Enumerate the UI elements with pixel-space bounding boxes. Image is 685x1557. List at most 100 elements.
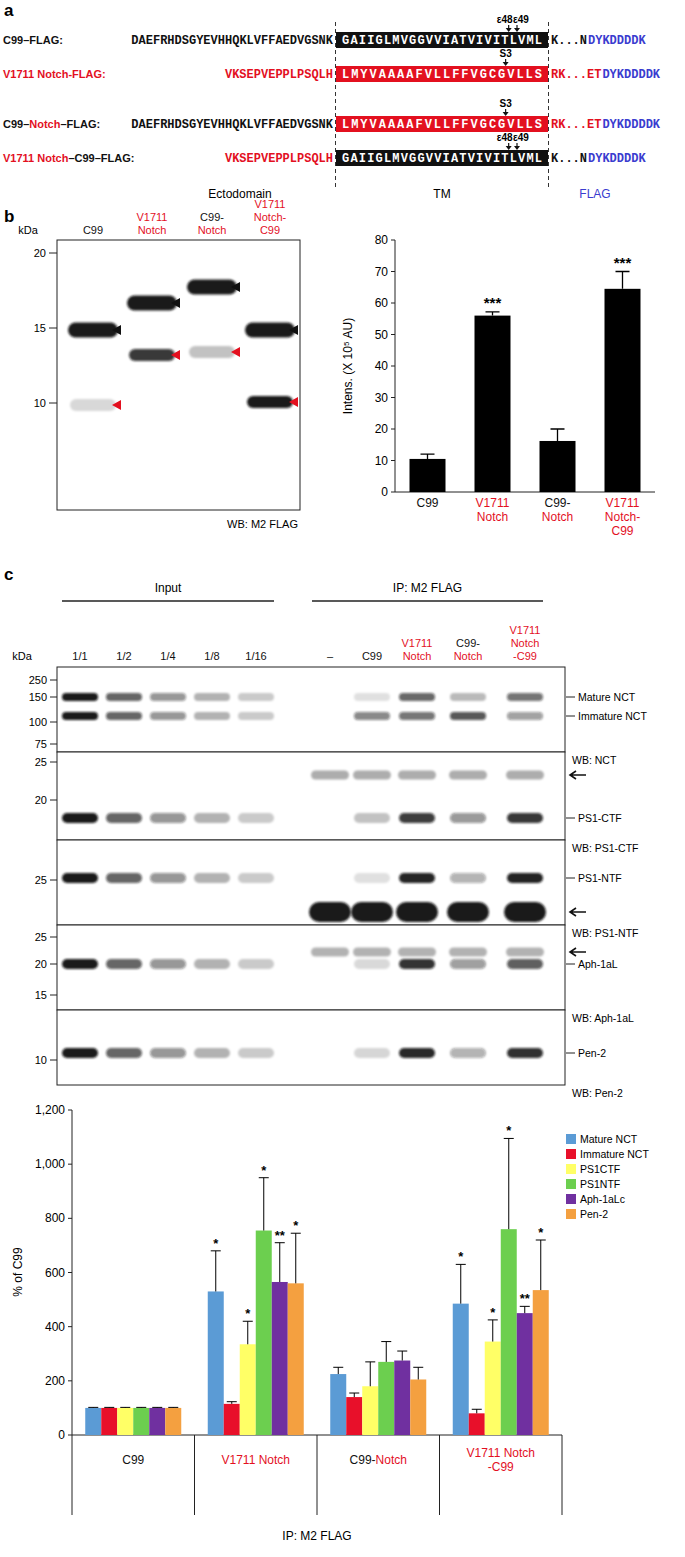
band: [127, 296, 177, 311]
lane-label: C99-Notch: [454, 637, 483, 662]
lane-label: 1/4: [160, 650, 175, 662]
category-label: C99: [122, 1453, 144, 1467]
text-part: –C99–FLAG:: [68, 152, 134, 164]
wb-label: WB: Pen-2: [572, 1087, 623, 1099]
error-bar: [152, 1407, 162, 1409]
y-tick-label: 0: [58, 1428, 65, 1442]
bar: [101, 1408, 117, 1435]
construct-label: V1711 Notch-FLAG:: [3, 68, 106, 80]
band: [247, 396, 293, 408]
panel-letter: c: [4, 565, 13, 584]
flag-seq: DYKDDDDK: [602, 68, 660, 82]
blot-frame: [57, 240, 300, 510]
tm-box: [336, 150, 548, 166]
legend-swatch: [566, 1194, 576, 1204]
bar: [485, 1342, 501, 1435]
ectodomain-seq: DAEFRHDSGYEVHHQKLVFFAEDVGSNK: [131, 118, 333, 132]
kda-tick: [50, 800, 57, 801]
band: [396, 902, 438, 922]
kda-tick: [49, 328, 57, 329]
construct-label: C99–Notch–FLAG:: [3, 118, 100, 130]
text-part: C99–: [3, 118, 29, 130]
group-separator: [194, 1435, 195, 1515]
band: [311, 948, 349, 957]
band: [62, 712, 98, 720]
text-part: C99: [416, 496, 438, 510]
kda-tick: [49, 253, 57, 254]
legend-label: PS1NTF: [580, 1178, 620, 1190]
legend-swatch: [566, 1134, 576, 1144]
y-axis-label: Intens. (X 10⁵ AU): [341, 318, 355, 414]
kda-tick: [49, 403, 57, 404]
construct-label: V1711 Notch–C99–FLAG:: [3, 152, 134, 164]
significance: *: [261, 1163, 267, 1178]
text-part: 1/8: [204, 650, 219, 662]
text-part: Notch: [477, 510, 508, 524]
flag-seq: DYKDDDDK: [588, 152, 646, 166]
y-tick-label: 1,000: [35, 1157, 65, 1171]
band-label: Pen-2: [578, 1047, 606, 1059]
significance: ***: [614, 254, 632, 271]
bar: [453, 1304, 469, 1435]
x-axis-label: IP: M2 FLAG: [282, 1529, 351, 1543]
error-bar: [456, 1264, 466, 1303]
bar: [149, 1408, 165, 1435]
text-part: –FLAG:: [60, 118, 100, 130]
band: [129, 349, 175, 361]
kda-tick: [50, 964, 57, 965]
band: [238, 959, 274, 969]
y-tick: [391, 397, 395, 398]
band: [450, 959, 486, 969]
site-label: ε49: [513, 14, 529, 25]
ectodomain-seq: VKSEPVEPPLPSQLH: [225, 68, 333, 82]
text-part: Notch-: [605, 510, 640, 524]
lane-label: 1/16: [245, 650, 266, 662]
band: [62, 873, 98, 883]
wb-label: WB: Aph-1aL: [572, 1012, 634, 1024]
y-tick-label: 400: [45, 1320, 65, 1334]
igg-arrow: [570, 771, 586, 779]
kda-marker: 75: [35, 738, 47, 750]
error-bar: [291, 1233, 301, 1283]
text-part: V1711 Notch: [222, 1453, 291, 1467]
panel-letter: a: [4, 1, 14, 20]
error-bar: [551, 429, 565, 441]
band: [68, 323, 118, 338]
text-part: Notch: [454, 650, 483, 662]
band: [62, 1048, 98, 1058]
legend-label: PS1CTF: [580, 1163, 620, 1175]
significance: *: [538, 1225, 544, 1240]
band: [351, 902, 393, 922]
band: [449, 771, 487, 780]
legend-swatch: [566, 1149, 576, 1159]
text-part: 1/2: [116, 650, 131, 662]
category-label: V1711Notch-C99: [605, 496, 640, 538]
text-part: Notch: [138, 224, 167, 236]
band: [398, 948, 436, 957]
tm-seq: GAIIGLMVGGVVIATVIVITLVML: [342, 34, 542, 48]
significance: ***: [484, 294, 502, 311]
legend-swatch: [566, 1164, 576, 1174]
error-bar: [259, 1178, 269, 1231]
error-bar: [616, 272, 630, 289]
error-bar: [211, 1251, 221, 1292]
band-pointer: [566, 878, 575, 879]
significance: *: [490, 1305, 496, 1320]
band: [450, 693, 486, 701]
text-part: V1711: [476, 496, 510, 510]
text-part: V1711: [510, 624, 541, 636]
band: [106, 1048, 142, 1058]
y-tick: [68, 1435, 72, 1436]
band: [194, 693, 230, 701]
band: [506, 771, 544, 780]
kda-tick: [50, 995, 57, 996]
group-separator: [562, 1435, 563, 1515]
significance: *: [245, 1306, 251, 1321]
band: [238, 712, 274, 720]
group-label: Input: [155, 581, 182, 595]
bar: [288, 1283, 304, 1435]
band: [150, 959, 186, 969]
y-tick-label: 10: [375, 454, 389, 468]
band: [449, 948, 487, 957]
legend-label: Immature NCT: [580, 1148, 649, 1160]
